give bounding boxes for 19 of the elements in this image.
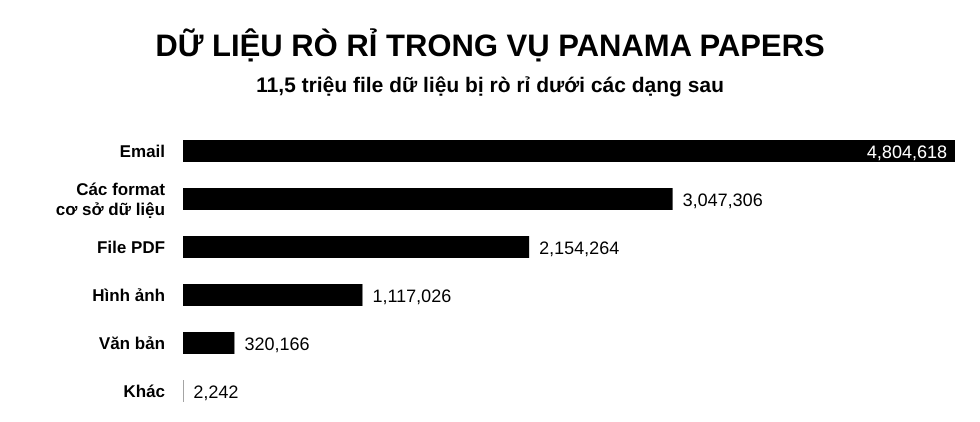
y-tick-label: Khác [123, 382, 165, 400]
data-label: 2,154,264 [539, 238, 620, 258]
data-label: 3,047,306 [682, 190, 763, 210]
data-label: 1,117,026 [372, 286, 452, 306]
bar [183, 140, 955, 162]
y-tick-label: Email [120, 142, 165, 160]
bar [183, 284, 362, 306]
data-label: 320,166 [244, 334, 310, 354]
y-tick-label: Hình ảnh [92, 286, 165, 304]
bar [183, 236, 530, 258]
y-tick-label: File PDF [96, 238, 165, 256]
chart-subtitle: 11,5 triệu file dữ liệu bị rò rỉ dưới các dạng sau [255, 73, 725, 99]
data-label: 4,804,618 [866, 142, 947, 162]
bar [183, 332, 234, 354]
bar [183, 188, 673, 210]
y-tick-label: Văn bản [98, 334, 165, 352]
data-label: 2,242 [193, 382, 238, 402]
y-tick-label: Các format cơ sở dữ liệu [56, 180, 166, 218]
chart-title: DỮ LIỆU RÒ RỈ TRONG VỤ PANAMA PAPERS [154, 27, 826, 65]
